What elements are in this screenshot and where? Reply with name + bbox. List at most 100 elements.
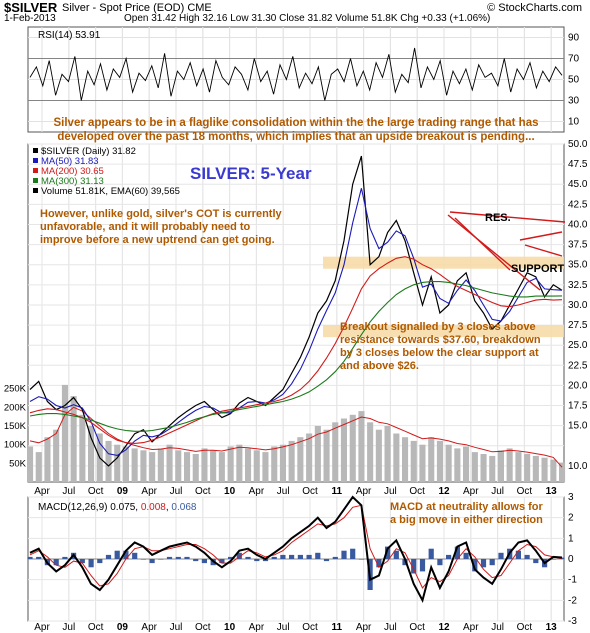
- volume-bar: [332, 422, 339, 482]
- macd-hist-bar: [350, 548, 356, 559]
- volume-bar: [428, 437, 435, 482]
- volume-bar: [245, 448, 252, 482]
- macd-y-tick-label: -3: [568, 616, 577, 627]
- macd-hist-bar: [184, 556, 190, 559]
- price-x-tick-label: Jul: [170, 486, 183, 497]
- stockcharts-brand: © StockCharts.com: [487, 2, 582, 14]
- macd-hist-bar: [53, 559, 59, 566]
- macd-hist-bar: [158, 559, 164, 560]
- price-x-tick-label: Oct: [409, 486, 425, 497]
- macd-hist-bar: [166, 556, 173, 559]
- volume-bar: [35, 452, 42, 482]
- legend-entry: $SILVER (Daily) 31.82: [41, 146, 136, 157]
- top-annotation-line-1: Silver appears to be in a flaglike conso…: [53, 117, 538, 129]
- rsi-y-tick-label: 50: [568, 75, 580, 86]
- price-x-tick-label: Oct: [302, 486, 318, 497]
- legend-entry: MA(200) 30.65: [41, 166, 104, 177]
- macd-y-tick-label: 1: [568, 533, 574, 544]
- exchange-label: CME: [187, 2, 212, 14]
- price-y-tick-label: 27.5: [568, 320, 588, 331]
- chart-title: SILVER: 5-Year: [190, 164, 312, 183]
- macd-y-tick-label: 0: [568, 554, 574, 565]
- volume-bar: [253, 450, 260, 482]
- top-annotation-line-2: developed over the past 18 months, which…: [57, 131, 534, 143]
- macd-hist-bar: [175, 556, 181, 559]
- volume-bar: [192, 454, 199, 482]
- price-x-tick-label: Oct: [517, 486, 533, 497]
- price-x-tick-label: Jul: [491, 486, 504, 497]
- volume-bar: [271, 446, 278, 482]
- cot-annotation-line-1: However, unlike gold, silver's COT is cu…: [40, 208, 283, 220]
- volume-bar: [218, 452, 225, 482]
- macd-x-tick-label: Jul: [62, 622, 75, 633]
- volume-bar: [140, 450, 147, 482]
- legend-swatch: [33, 148, 38, 153]
- support-label: SUPPORT: [511, 263, 564, 275]
- ma300-line: [29, 281, 563, 432]
- macd-hist-bar: [463, 552, 469, 559]
- price-x-tick-label: Apr: [463, 486, 479, 497]
- volume-bar: [236, 444, 243, 482]
- macd-x-tick-label: Jul: [170, 622, 183, 633]
- volume-bar: [532, 455, 539, 482]
- macd-label-signal: 0.008: [141, 502, 166, 513]
- price-y-tick-label: 42.5: [568, 199, 588, 210]
- rsi-line: [29, 47, 563, 101]
- breakout-annotation-line-4: and above $26.: [340, 360, 419, 372]
- macd-x-tick-label: Apr: [34, 622, 50, 633]
- price-x-tick-label: Oct: [195, 486, 211, 497]
- volume-tick-label: 150K: [4, 421, 27, 432]
- volume-bar: [506, 448, 513, 482]
- volume-bar: [175, 450, 182, 482]
- price-x-tick-label: 11: [332, 486, 343, 497]
- volume-bar: [288, 440, 295, 482]
- volume-tick-label: 100K: [4, 440, 27, 451]
- macd-hist-bar: [123, 550, 129, 559]
- macd-x-tick-label: Oct: [409, 622, 425, 633]
- ticker-symbol: $SILVER: [4, 0, 58, 15]
- volume-bar: [314, 426, 321, 482]
- volume-bar: [210, 450, 217, 482]
- legend-entry: MA(50) 31.83: [41, 156, 99, 167]
- price-y-tick-label: 50.0: [568, 139, 588, 150]
- macd-hist-bar: [332, 556, 338, 559]
- macd-hist-bar: [236, 552, 242, 559]
- volume-bar: [445, 444, 452, 482]
- volume-tick-label: 250K: [4, 384, 27, 395]
- price-x-tick-label: Apr: [249, 486, 265, 497]
- price-y-tick-label: 17.5: [568, 401, 588, 412]
- volume-bar: [349, 414, 356, 482]
- volume-bar: [340, 418, 347, 482]
- breakout-annotation-line-2: resistance towards $37.60, breakdown: [340, 334, 541, 346]
- macd-hist-bar: [132, 552, 138, 559]
- macd-hist-bar: [472, 559, 478, 572]
- price-x-tick-label: 10: [224, 486, 236, 497]
- legend-swatch: [33, 168, 38, 173]
- price-x-tick-label: Jul: [277, 486, 290, 497]
- ma50-line: [29, 188, 563, 456]
- res-label: RES.: [485, 212, 511, 224]
- macd-hist-bar: [306, 554, 312, 559]
- volume-bar: [61, 384, 68, 482]
- ma200-line: [29, 256, 563, 444]
- rsi-y-tick-label: 90: [568, 33, 580, 44]
- macd-hist-bar: [254, 559, 260, 562]
- macd-hist-bar: [437, 559, 443, 566]
- price-x-tick-label: 13: [546, 486, 558, 497]
- macd-hist-bar: [358, 559, 364, 560]
- macd-hist-bar: [271, 556, 277, 559]
- price-y-tick-label: 22.5: [568, 360, 588, 371]
- macd-hist-bar: [550, 559, 556, 560]
- volume-tick-label: 50K: [9, 458, 27, 469]
- volume-bar: [297, 437, 304, 482]
- volume-bar: [114, 444, 121, 482]
- price-x-tick-label: Jul: [384, 486, 397, 497]
- macd-hist-bar: [385, 546, 391, 559]
- price-x-tick-label: Jul: [62, 486, 75, 497]
- price-y-tick-label: 32.5: [568, 280, 588, 291]
- volume-bar: [497, 450, 504, 482]
- price-x-tick-label: Oct: [88, 486, 104, 497]
- volume-bar: [480, 454, 487, 482]
- price-x-tick-label: Apr: [34, 486, 50, 497]
- macd-hist-bar: [533, 559, 539, 564]
